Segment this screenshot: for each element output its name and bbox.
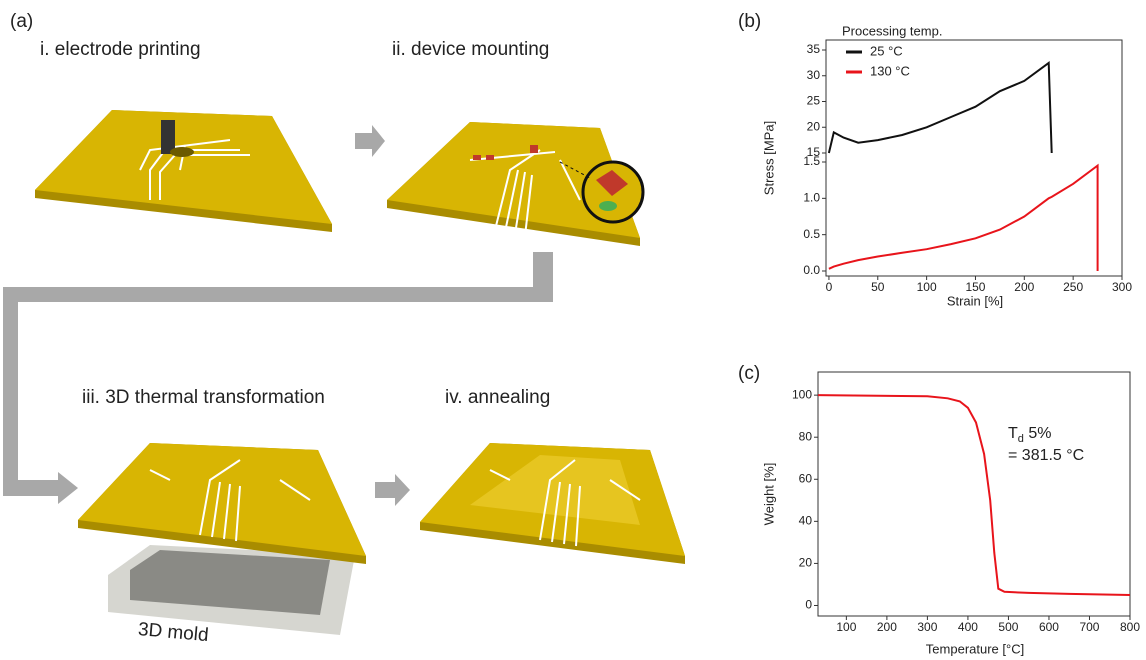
panel-label: (c) (738, 363, 760, 384)
y-tick-label: 20 (799, 556, 813, 570)
y-tick-label: 35 (807, 42, 821, 56)
plot-frame (818, 372, 1130, 616)
x-tick-label: 400 (958, 620, 978, 634)
x-tick-label: 100 (836, 620, 856, 634)
y-tick-label: 0.5 (803, 227, 820, 241)
plate-i (35, 110, 332, 232)
y-tick-label: 40 (799, 514, 813, 528)
x-tick-label: 300 (917, 620, 937, 634)
annotation-part: T (1008, 425, 1018, 442)
x-tick-label: 150 (965, 280, 985, 294)
plate-iii (78, 443, 366, 564)
step-label: iv. annealing (445, 387, 550, 408)
plate-iv (420, 443, 685, 564)
y-tick-label: 60 (799, 471, 813, 485)
y-tick-label: 1.0 (803, 191, 820, 205)
x-tick-label: 700 (1079, 620, 1099, 634)
annotation-part: 5% (1024, 425, 1052, 442)
annotation: = 381.5 °C (1008, 447, 1084, 464)
arrow (355, 125, 385, 157)
y-axis-label: Stress [MPa] (761, 121, 776, 195)
legend-label: 25 °C (870, 43, 903, 58)
mold-label: 3D mold (137, 619, 209, 646)
x-tick-label: 100 (917, 280, 937, 294)
step-label: i. electrode printing (40, 39, 201, 60)
y-axis-label: Weight [%] (761, 463, 776, 526)
x-tick-label: 200 (1014, 280, 1034, 294)
x-tick-label: 800 (1120, 620, 1140, 634)
y-tick-label: 100 (792, 387, 812, 401)
y-tick-label: 0 (805, 598, 812, 612)
y-tick-label: 30 (807, 68, 821, 82)
y-tick-label: 0.0 (803, 263, 820, 277)
x-tick-label: 500 (998, 620, 1018, 634)
figure: (a) i. electrode printing ii. device mou… (0, 0, 1146, 660)
legend-label: 130 °C (870, 63, 910, 78)
plate-ii (387, 122, 643, 246)
data-line (829, 166, 1098, 271)
step-label: iii. 3D thermal transformation (82, 387, 325, 408)
x-axis-label: Temperature [°C] (926, 641, 1024, 656)
x-tick-label: 250 (1063, 280, 1083, 294)
legend-title: Processing temp. (842, 23, 942, 38)
x-axis-label: Strain [%] (947, 293, 1003, 308)
y-tick-label: 25 (807, 94, 821, 108)
data-line (829, 63, 1052, 153)
x-tick-label: 600 (1039, 620, 1059, 634)
y-tick-label: 15 (807, 145, 821, 159)
x-tick-label: 50 (871, 280, 885, 294)
data-line (818, 395, 1130, 595)
annotation: Td 5% (1008, 425, 1051, 445)
y-tick-label: 80 (799, 429, 813, 443)
y-tick-label: 20 (807, 119, 821, 133)
connector-arrow (3, 252, 553, 478)
x-tick-label: 200 (877, 620, 897, 634)
x-tick-label: 0 (826, 280, 833, 294)
panel-label: (b) (738, 11, 761, 32)
step-label: ii. device mounting (392, 39, 549, 60)
x-tick-label: 300 (1112, 280, 1132, 294)
panel-label: (a) (10, 11, 33, 32)
arrow (375, 474, 410, 506)
